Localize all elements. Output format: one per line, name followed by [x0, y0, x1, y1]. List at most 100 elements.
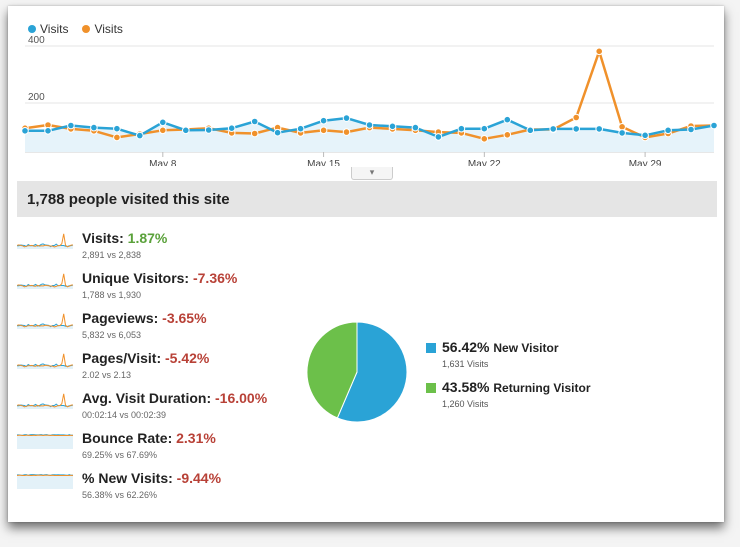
metric-row[interactable]: Avg. Visit Duration: -16.00% 00:02:14 vs …: [17, 390, 317, 424]
data-point[interactable]: [342, 114, 351, 122]
data-point[interactable]: [136, 131, 144, 140]
metric-label: Pageviews:: [82, 310, 163, 326]
data-point[interactable]: [710, 121, 718, 130]
data-point[interactable]: [182, 126, 190, 135]
metric-row[interactable]: Unique Visitors: -7.36% 1,788 vs 1,930: [17, 270, 317, 304]
data-point[interactable]: [250, 117, 259, 126]
sparkline-area: [17, 434, 73, 449]
metric-row[interactable]: Visits: 1.87% 2,891 vs 2,838: [17, 230, 317, 264]
new-visitor-label: New Visitor: [493, 341, 559, 355]
data-point[interactable]: [572, 125, 581, 133]
metric-row[interactable]: Pageviews: -3.65% 5,832 vs 6,053: [17, 310, 317, 344]
data-point[interactable]: [641, 131, 649, 140]
data-point[interactable]: [526, 126, 535, 135]
metric-change: 2.31%: [176, 430, 216, 446]
legend-item-visits-orange[interactable]: Visits: [82, 22, 123, 36]
metric-row[interactable]: Pages/Visit: -5.42% 2.02 vs 2.13: [17, 350, 317, 384]
data-point[interactable]: [273, 128, 282, 137]
data-point[interactable]: [503, 115, 512, 124]
chart-legend: Visits Visits: [28, 22, 123, 36]
summary-title: 1,788 people visited this site: [27, 191, 230, 208]
data-point[interactable]: [595, 125, 604, 133]
pie-slice[interactable]: [306, 321, 358, 419]
data-point[interactable]: [480, 124, 489, 133]
sparkline-chart[interactable]: [17, 351, 77, 371]
data-point[interactable]: [319, 126, 328, 135]
y-tick-label: 200: [28, 92, 45, 103]
metric-name: Bounce Rate: 2.31%: [82, 430, 216, 446]
x-tick-label: May 22: [468, 159, 501, 166]
sparkline: [17, 273, 74, 288]
data-point[interactable]: [457, 124, 466, 133]
metric-compare: 2.02 vs 2.13: [82, 370, 132, 380]
series-dot-icon: [28, 25, 36, 33]
metric-compare: 00:02:14 vs 00:02:39: [82, 410, 167, 420]
new-visitor-count: 1,631 Visits: [442, 359, 489, 369]
new-visitor-swatch-icon: [426, 343, 436, 353]
data-point[interactable]: [664, 126, 672, 135]
metric-change: -5.42%: [165, 350, 210, 366]
sparkline: [17, 313, 74, 328]
data-point[interactable]: [549, 125, 558, 133]
data-point[interactable]: [618, 129, 626, 137]
chevron-down-icon: ▾: [369, 167, 375, 177]
data-point[interactable]: [44, 127, 52, 135]
data-point[interactable]: [411, 123, 420, 132]
data-point[interactable]: [296, 124, 305, 133]
sparkline-chart[interactable]: [17, 431, 77, 451]
sparkline: [17, 474, 74, 476]
legend-label: Visits: [94, 22, 123, 36]
data-point[interactable]: [250, 129, 259, 138]
sparkline-chart[interactable]: [17, 271, 77, 291]
visits-line-chart[interactable]: 400 200 May 8 May 15 May 22 May 29: [8, 6, 724, 166]
data-point[interactable]: [572, 113, 581, 122]
x-tick-label: May 8: [149, 159, 177, 166]
sparkline-chart[interactable]: [17, 471, 77, 491]
data-point[interactable]: [319, 116, 328, 125]
data-point[interactable]: [503, 131, 512, 139]
metric-compare: 5,832 vs 6,053: [82, 330, 142, 340]
sparkline-chart[interactable]: [17, 311, 77, 331]
data-point[interactable]: [227, 124, 236, 132]
legend-label: Visits: [40, 22, 69, 36]
data-point[interactable]: [67, 121, 75, 130]
metric-name: Avg. Visit Duration: -16.00%: [82, 390, 267, 406]
data-point[interactable]: [342, 128, 351, 136]
metric-label: Visits:: [82, 230, 128, 246]
pie-legend-pct: 56.42% New Visitor: [442, 339, 559, 355]
data-point[interactable]: [480, 135, 489, 143]
chart-resize-handle[interactable]: ▾: [351, 167, 393, 180]
data-point[interactable]: [687, 125, 695, 134]
data-point[interactable]: [595, 47, 604, 56]
data-point[interactable]: [113, 124, 121, 133]
sparkline-chart[interactable]: [17, 231, 77, 251]
data-point[interactable]: [159, 126, 167, 135]
sparkline-chart[interactable]: [17, 391, 77, 411]
sparkline: [17, 233, 74, 248]
legend-item-visits-blue[interactable]: Visits: [28, 22, 68, 36]
visitor-type-pie-chart[interactable]: [305, 320, 409, 424]
sparkline: [17, 393, 74, 408]
sparkline-area: [17, 403, 73, 409]
metric-change: -3.65%: [162, 310, 207, 326]
sparkline: [17, 353, 74, 368]
pie-slice[interactable]: [336, 321, 408, 423]
data-point[interactable]: [159, 118, 167, 127]
metric-name: Visits: 1.87%: [82, 230, 167, 246]
series-area: [25, 118, 714, 152]
metric-row[interactable]: Bounce Rate: 2.31% 69.25% vs 67.69%: [17, 430, 317, 464]
metric-change: -7.36%: [192, 270, 238, 286]
metric-label: Pages/Visit:: [82, 350, 166, 366]
returning-visitor-pct: 43.58%: [442, 379, 490, 395]
analytics-card: Visits Visits 400 200 May 8 May 15 May 22 M…: [8, 6, 724, 522]
data-point[interactable]: [204, 126, 213, 134]
data-point[interactable]: [434, 133, 443, 141]
metric-compare: 2,891 vs 2,838: [82, 250, 142, 260]
data-point[interactable]: [388, 122, 397, 131]
data-point[interactable]: [21, 127, 29, 135]
metric-row[interactable]: % New Visits: -9.44% 56.38% vs 62.26%: [17, 470, 317, 504]
y-tick-label: 400: [28, 35, 45, 46]
data-point[interactable]: [365, 121, 374, 129]
data-point[interactable]: [113, 133, 121, 142]
data-point[interactable]: [90, 123, 98, 132]
